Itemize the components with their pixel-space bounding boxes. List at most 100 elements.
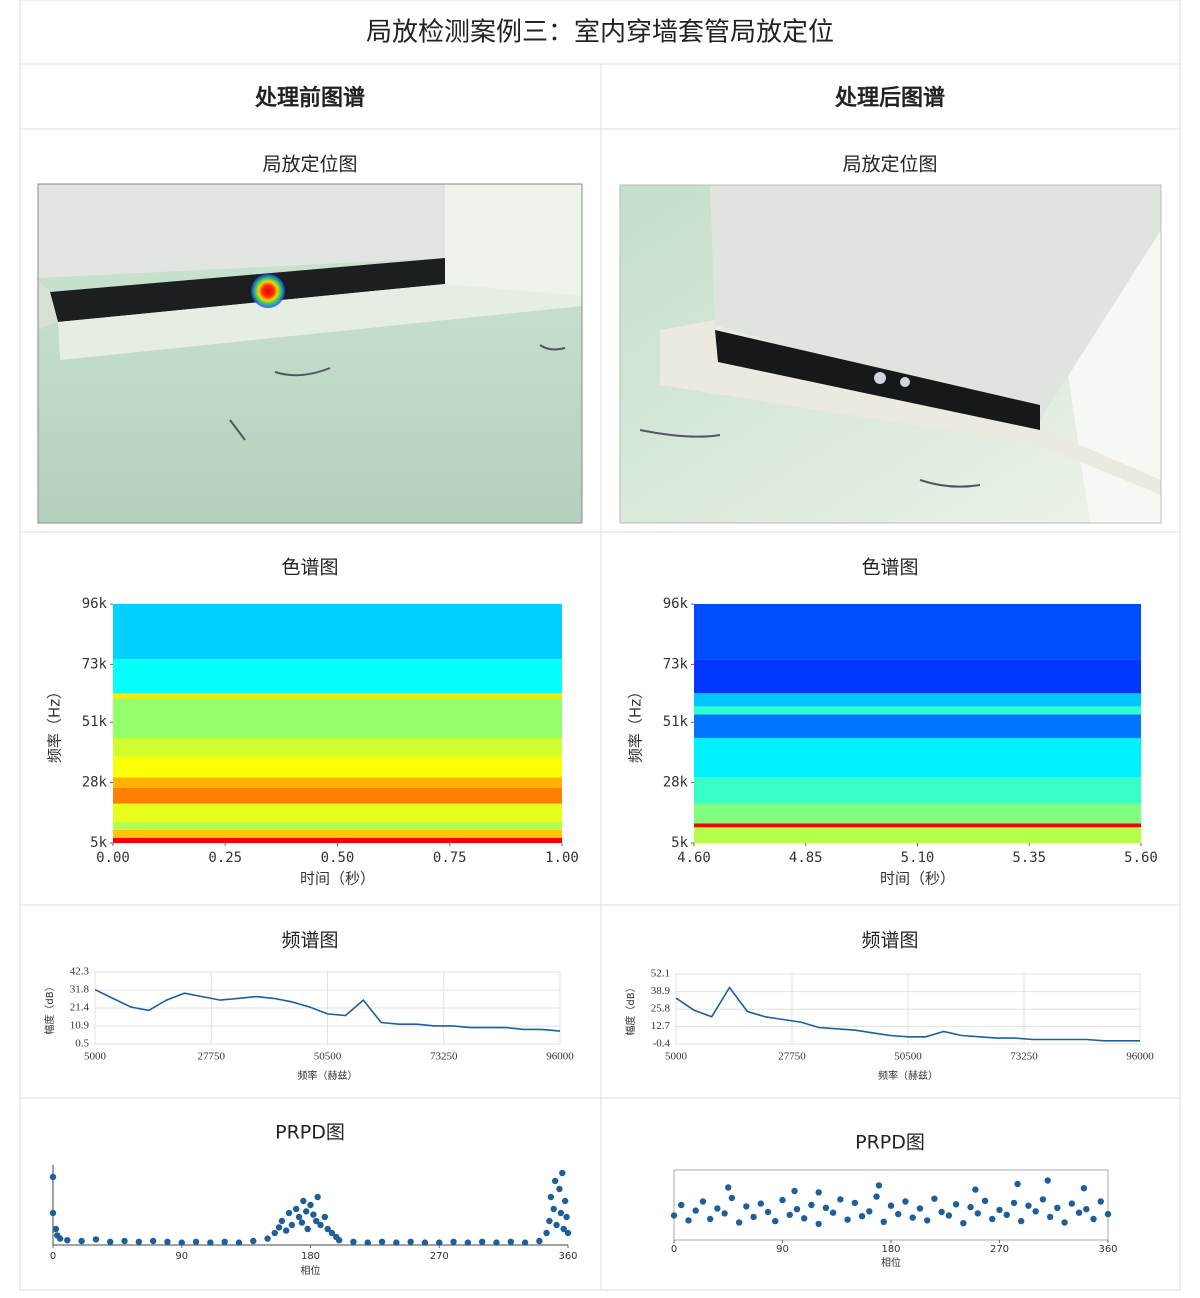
discharge-point — [981, 1197, 989, 1205]
discharge-point — [851, 1199, 859, 1207]
x-tick-label: 1.00 — [545, 850, 579, 866]
discharge-point — [916, 1205, 924, 1212]
y-tick-label: 0.5 — [75, 1038, 89, 1050]
heat-band — [113, 803, 562, 822]
y-tick-label: 51k — [82, 714, 108, 730]
discharge-point — [543, 1229, 550, 1237]
discharge-point — [692, 1207, 699, 1214]
discharge-point — [735, 1219, 743, 1226]
heat-band — [113, 787, 562, 804]
heat-band — [113, 693, 562, 699]
x-tick-label: 0.75 — [433, 850, 467, 866]
heat-band — [113, 837, 562, 843]
discharge-point — [1044, 1177, 1051, 1184]
discharge-point — [278, 1217, 286, 1225]
discharge-point — [407, 1238, 414, 1246]
spectrum-line — [675, 986, 1140, 1042]
x-tick-label: 5.35 — [1012, 850, 1046, 866]
y-tick-label: 12.7 — [651, 1020, 671, 1032]
x-tick-label: 0 — [50, 1251, 56, 1262]
y-tick-label: 21.4 — [70, 1002, 90, 1014]
discharge-point — [546, 1217, 553, 1225]
discharge-point — [1010, 1199, 1018, 1207]
photo-frame — [37, 183, 583, 524]
discharge-point — [436, 1239, 443, 1246]
photo-after — [620, 185, 1161, 523]
discharge-point — [478, 1238, 486, 1246]
y-tick-label: 38.9 — [651, 985, 671, 997]
discharge-point — [678, 1201, 685, 1209]
heat-band — [694, 604, 1141, 660]
discharge-point — [1068, 1200, 1076, 1207]
discharge-point — [786, 1211, 793, 1219]
discharge-point — [421, 1239, 429, 1246]
chart-title: PRPD图 — [855, 1132, 925, 1154]
discharge-point — [553, 1221, 560, 1229]
discharge-point — [464, 1239, 472, 1246]
discharge-point — [559, 1169, 566, 1177]
discharge-point — [393, 1239, 400, 1246]
discharge-point — [844, 1216, 851, 1223]
discharge-point — [685, 1217, 692, 1224]
discharge-point — [121, 1237, 128, 1245]
x-tick-label: 360 — [558, 1251, 577, 1262]
y-tick-label: 5k — [90, 835, 107, 851]
discharge-point — [931, 1195, 938, 1202]
x-axis-label: 相位 — [301, 1264, 321, 1277]
discharge-point — [307, 1201, 314, 1209]
discharge-point — [1003, 1211, 1010, 1219]
discharge-point — [313, 1217, 320, 1225]
photo-frame — [619, 184, 1162, 524]
discharge-point — [547, 1193, 555, 1201]
heat-band — [694, 706, 1141, 715]
y-tick-label: 96k — [82, 596, 108, 612]
discharge-point — [275, 1224, 283, 1231]
x-tick-label: 73250 — [430, 1051, 458, 1063]
y-tick-label: 73k — [82, 656, 108, 672]
x-axis-label: 相位 — [881, 1256, 901, 1269]
x-tick-label: 27750 — [778, 1051, 806, 1063]
chart-title: 频谱图 — [281, 930, 338, 952]
y-tick-label: 28k — [663, 775, 689, 791]
y-tick-label: 5k — [671, 835, 688, 851]
x-tick-label: 50500 — [314, 1051, 342, 1063]
heat-band — [113, 821, 562, 830]
y-tick-label: 96k — [663, 596, 689, 612]
chart-title: PRPD图 — [275, 1122, 345, 1144]
x-tick-label: 90 — [175, 1251, 188, 1262]
heat-band — [113, 698, 562, 738]
discharge-point — [178, 1239, 185, 1246]
y-tick-label: 52.1 — [651, 968, 670, 980]
discharge-point — [271, 1229, 278, 1237]
y-tick-label: 73k — [663, 656, 689, 672]
discharge-point — [304, 1225, 311, 1233]
discharge-point — [1075, 1209, 1083, 1216]
discharge-point — [282, 1227, 290, 1234]
discharge-point — [107, 1238, 114, 1246]
discharge-point — [536, 1237, 543, 1245]
discharge-point — [750, 1213, 757, 1221]
x-tick-label: 180 — [301, 1251, 320, 1262]
discharge-point — [989, 1215, 996, 1223]
discharge-point — [350, 1238, 357, 1246]
discharge-point — [757, 1200, 764, 1207]
discharge-point — [364, 1239, 371, 1246]
discharge-point — [560, 1225, 567, 1233]
discharge-point — [743, 1203, 750, 1210]
discharge-point — [264, 1235, 271, 1242]
x-tick-label: 5000 — [665, 1051, 688, 1063]
x-axis-label: 频率（赫兹） — [298, 1069, 358, 1082]
discharge-point — [1046, 1213, 1054, 1221]
chart-title: 色谱图 — [281, 557, 338, 579]
x-tick-label: 0 — [671, 1244, 677, 1255]
table-grid — [19, 0, 1181, 1291]
discharge-point — [335, 1237, 343, 1244]
x-axis-label: 频率（赫兹） — [878, 1069, 938, 1082]
discharge-point — [706, 1215, 714, 1223]
y-tick-label: 42.3 — [70, 966, 90, 978]
discharge-point — [164, 1238, 171, 1246]
discharge-point — [1039, 1196, 1047, 1203]
heat-band — [694, 693, 1141, 707]
discharge-point — [135, 1238, 143, 1246]
discharge-point — [292, 1205, 300, 1213]
